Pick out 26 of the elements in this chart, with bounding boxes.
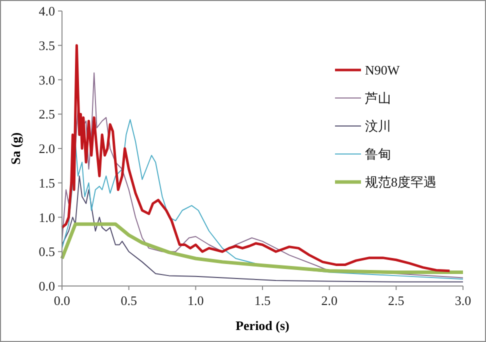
y-tick-label: 0.5: [38, 244, 55, 260]
y-tick-label: 2.0: [38, 141, 55, 156]
legend-label: 芦山: [365, 90, 391, 106]
line-series: [60, 222, 465, 274]
legend-label: N90W: [365, 62, 400, 78]
y-tick-label: 3.5: [38, 38, 55, 53]
x-tick-label: 2.0: [321, 293, 338, 308]
y-tick-label: 3.0: [38, 72, 55, 88]
line-series: [62, 176, 464, 282]
line-series: [60, 44, 451, 272]
x-tick-label: 0.5: [120, 293, 137, 308]
y-tick-label: 0.0: [38, 278, 55, 294]
x-axis-title: Period (s): [236, 318, 290, 333]
legend-label: 汶川: [365, 118, 391, 134]
y-axis-title: Sa (g): [8, 132, 23, 165]
legend-label: 鲁甸: [365, 146, 391, 162]
x-tick-label: 3.0: [454, 293, 472, 308]
legend-label: 规范8度罕遇: [365, 174, 436, 190]
y-tick-label: 2.5: [38, 106, 55, 122]
y-tick-label: 1.0: [38, 210, 55, 225]
y-tick-label: 4.0: [38, 4, 55, 19]
x-tick-label: 1.5: [254, 293, 271, 308]
x-tick-label: 0.0: [54, 293, 70, 308]
y-tick-label: 1.5: [38, 175, 55, 190]
x-tick-label: 1.0: [188, 293, 204, 308]
x-tick-label: 2.5: [388, 293, 404, 308]
